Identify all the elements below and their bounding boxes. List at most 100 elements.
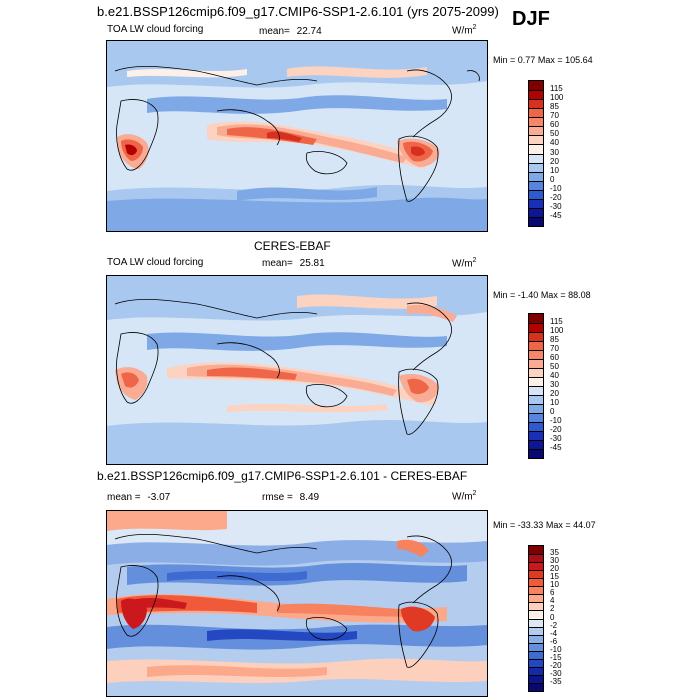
colorbar-tick-label: 4	[550, 596, 555, 606]
panel-3-units: W/m2	[452, 490, 477, 503]
panel-2-max-value: 88.08	[568, 290, 591, 300]
colorbar-swatch	[529, 634, 543, 643]
colorbar-swatch	[529, 650, 543, 659]
colorbar-tick-label: -20	[550, 425, 562, 434]
colorbar-swatch	[529, 562, 543, 571]
panel-1-mean: mean= 22.74	[259, 26, 322, 37]
colorbar-swatch	[529, 658, 543, 667]
panel-2-mean-label: mean=	[262, 258, 293, 269]
colorbar-swatch	[529, 144, 543, 154]
colorbar-swatch	[529, 440, 543, 449]
colorbar-tick-label: 50	[550, 129, 559, 139]
colorbar-swatch	[529, 594, 543, 603]
colorbar-swatch	[529, 198, 543, 208]
colorbar-tick-label: 10	[550, 580, 559, 590]
colorbar-swatch	[529, 377, 543, 386]
colorbar-swatch	[529, 586, 543, 595]
panel-2-title: CERES-EBAF	[254, 239, 331, 253]
colorbar-swatch	[529, 126, 543, 136]
colorbar-tick-label: 100	[550, 93, 564, 103]
colorbar-swatch	[529, 332, 543, 341]
colorbar-swatch	[529, 395, 543, 404]
colorbar-tick-label: 0	[550, 612, 555, 622]
colorbar-swatch	[529, 323, 543, 332]
colorbar-swatch	[529, 81, 543, 91]
panel-2-min-max: Min = -1.40 Max = 88.08	[493, 290, 591, 300]
colorbar-tick-label: 85	[550, 102, 559, 112]
panel-3-max-value: 44.07	[573, 520, 596, 530]
colorbar-tick-label: 0	[550, 174, 555, 184]
panel-2-variable: TOA LW cloud forcing	[107, 257, 204, 268]
colorbar-swatch	[529, 99, 543, 109]
colorbar-swatch	[529, 642, 543, 651]
colorbar-swatch	[529, 449, 543, 458]
panel-1-variable: TOA LW cloud forcing	[107, 24, 204, 35]
colorbar-swatch	[529, 404, 543, 413]
panel-2-mean: mean= 25.81	[262, 258, 325, 269]
colorbar-tick-label: -15	[550, 652, 562, 662]
colorbar-tick-label: 115	[550, 317, 563, 326]
panel-3-mean: mean = -3.07	[107, 492, 170, 503]
colorbar-swatch	[529, 413, 543, 422]
colorbar-swatch	[529, 359, 543, 368]
colorbar-tick-label: -4	[550, 628, 558, 638]
colorbar-tick-label: 15	[550, 572, 559, 582]
panel-1-mean-value: 22.74	[296, 26, 322, 37]
panel-3-map	[106, 510, 488, 697]
colorbar-tick-label: 30	[550, 380, 559, 389]
panel-2-mean-value: 25.81	[299, 258, 325, 269]
colorbar-tick-label: 30	[550, 556, 559, 566]
panel-2-map	[106, 275, 488, 465]
colorbar-tick-label: 60	[550, 353, 559, 362]
colorbar-swatch	[529, 546, 543, 555]
colorbar-tick-label: 0	[550, 407, 555, 416]
colorbar-swatch	[529, 554, 543, 563]
panel-1-units: W/m2	[452, 24, 477, 37]
colorbar-swatch	[529, 216, 543, 226]
panel-3-min-value: -33.33	[517, 520, 544, 530]
colorbar-swatch	[529, 626, 543, 635]
colorbar-tick-label: 50	[550, 362, 559, 371]
panel-3-rmse-label: rmse =	[262, 492, 293, 503]
colorbar-swatch	[529, 386, 543, 395]
colorbar-swatch	[529, 368, 543, 377]
panel-3-min-max: Min = -33.33 Max = 44.07	[493, 520, 596, 530]
colorbar-tick-label: 20	[550, 156, 559, 166]
colorbar-swatch	[529, 171, 543, 181]
colorbar-tick-label: -10	[550, 416, 562, 425]
panel-1-min-value: 0.77	[517, 55, 536, 65]
panel-2-min-value: -1.40	[517, 290, 539, 300]
colorbar-tick-label: 40	[550, 138, 559, 148]
panel-2-map-field	[107, 276, 487, 464]
colorbar-tick-label: 70	[550, 111, 559, 121]
colorbar-tick-label: 100	[550, 326, 564, 335]
panel-1-colorbar	[528, 80, 544, 227]
panel-1-map-field	[107, 41, 487, 231]
colorbar-tick-label: 10	[550, 398, 559, 407]
colorbar-tick-label: -45	[550, 443, 562, 452]
colorbar-swatch	[529, 189, 543, 199]
colorbar-swatch	[529, 135, 543, 145]
panel-3-map-field	[107, 511, 487, 696]
colorbar-tick-label: -30	[550, 434, 562, 443]
colorbar-tick-label: 35	[550, 548, 559, 558]
colorbar-swatch	[529, 610, 543, 619]
colorbar-tick-label: 85	[550, 335, 559, 344]
colorbar-tick-label: -30	[550, 201, 562, 211]
colorbar-tick-label: -2	[550, 620, 558, 630]
colorbar-tick-label: -20	[550, 192, 562, 202]
panel-2-colorbar	[528, 313, 544, 459]
colorbar-swatch	[529, 682, 543, 691]
colorbar-swatch	[529, 90, 543, 100]
colorbar-swatch	[529, 431, 543, 440]
colorbar-swatch	[529, 674, 543, 683]
colorbar-tick-label: 10	[550, 165, 559, 175]
colorbar-tick-label: -6	[550, 636, 558, 646]
colorbar-swatch	[529, 314, 543, 323]
panel-1-mean-label: mean=	[259, 26, 290, 37]
panel-2-units: W/m2	[452, 257, 477, 270]
colorbar-tick-label: 30	[550, 147, 559, 157]
colorbar-swatch	[529, 341, 543, 350]
colorbar-swatch	[529, 618, 543, 627]
colorbar-tick-label: 2	[550, 604, 555, 614]
